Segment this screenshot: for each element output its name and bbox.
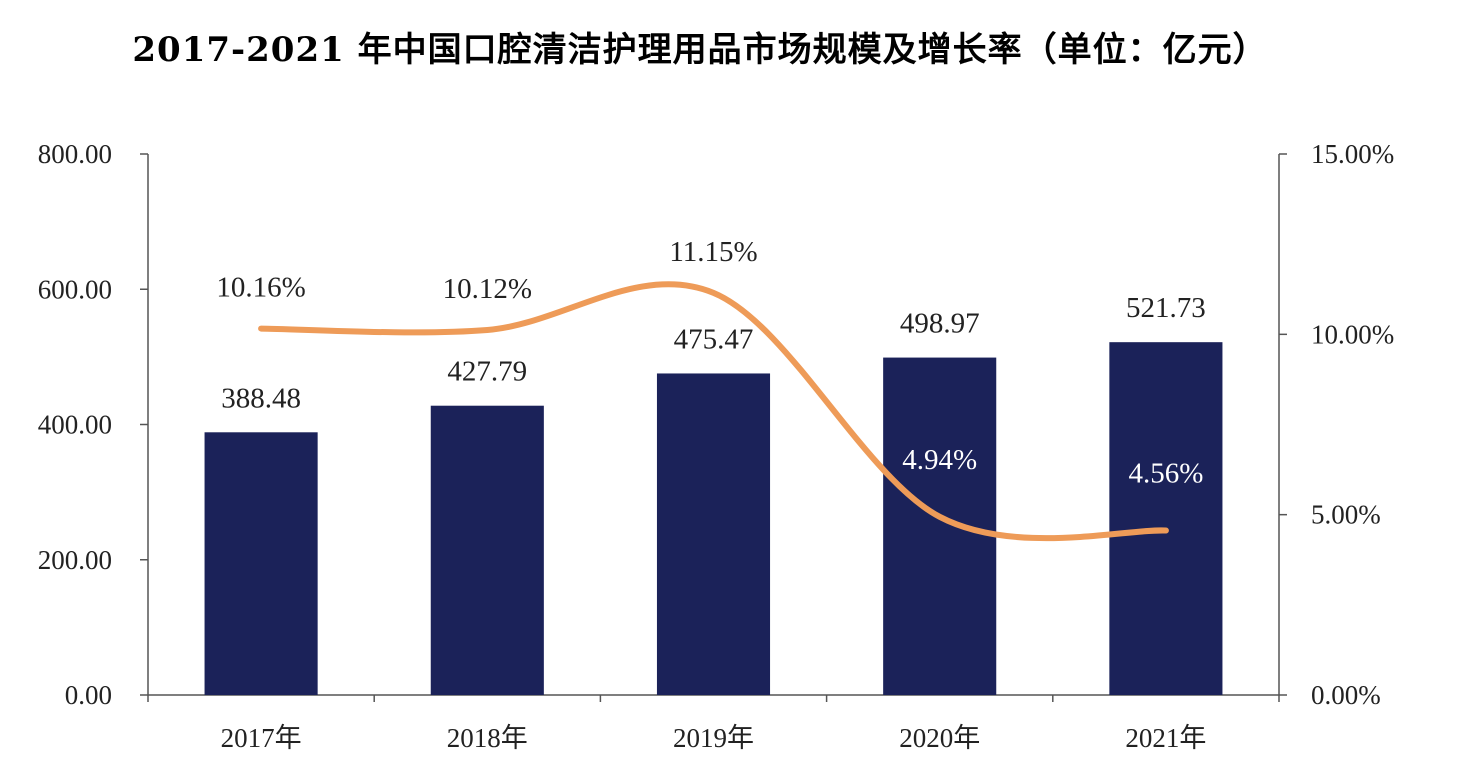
left-tick-label: 0.00 [65, 680, 112, 710]
x-tick-label: 2017年 [221, 723, 302, 753]
right-tick-label: 5.00% [1311, 500, 1381, 530]
growth-line-path [258, 281, 1169, 542]
left-tick-label: 400.00 [38, 410, 112, 440]
x-tick-label: 2020年 [899, 723, 980, 753]
left-tick-label: 800.00 [38, 139, 112, 169]
bar-value-label: 475.47 [674, 323, 754, 355]
bar [883, 357, 997, 695]
bar-value-label: 388.48 [221, 382, 301, 414]
bar [656, 373, 771, 695]
chart-title: 2017-2021 年中国口腔清洁护理用品市场规模及增长率（单位：亿元） [132, 30, 1268, 70]
bars [204, 342, 1223, 695]
growth-rate-label: 4.94% [902, 444, 977, 476]
bar [1109, 342, 1223, 695]
x-tick-label: 2018年 [447, 723, 528, 753]
data-labels: 388.48 427.79 475.47 498.97 521.73 10.16% 10.1… [216, 236, 1205, 490]
x-tick-label: 2019年 [673, 723, 754, 753]
bar-value-label: 427.79 [447, 356, 527, 388]
right-tick-label: 10.00% [1311, 319, 1394, 349]
bar [204, 432, 318, 695]
bar-value-label: 498.97 [900, 308, 980, 340]
growth-rate-label: 10.12% [443, 273, 532, 305]
right-tick-label: 0.00% [1311, 680, 1381, 710]
right-tick-label: 15.00% [1311, 139, 1394, 169]
growth-line [258, 281, 1169, 542]
left-tick-label: 200.00 [38, 545, 112, 575]
growth-rate-label: 4.56% [1128, 458, 1203, 490]
left-tick-label: 600.00 [38, 274, 112, 304]
bar [430, 405, 544, 695]
growth-rate-label: 10.16% [216, 272, 305, 304]
bar-value-label: 521.73 [1126, 292, 1206, 324]
axes: 0.00 200.00 400.00 600.00 800.00 0.00% 5.00% 10… [38, 139, 1395, 753]
x-tick-label: 2021年 [1125, 723, 1206, 753]
growth-rate-label: 11.15% [669, 236, 757, 268]
